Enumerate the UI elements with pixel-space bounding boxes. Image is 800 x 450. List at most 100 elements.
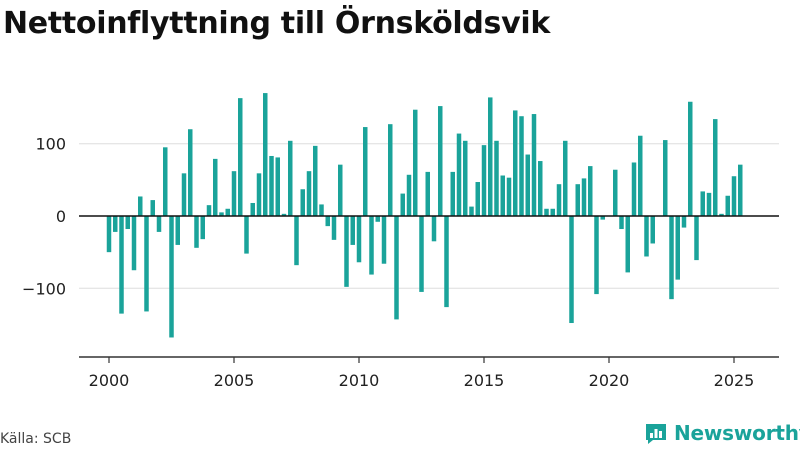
bar: [538, 161, 543, 216]
bar: [431, 216, 437, 242]
bar: [106, 216, 112, 253]
bar: [475, 182, 480, 216]
bar: [619, 216, 624, 230]
bar: [588, 166, 593, 216]
bar: [344, 216, 349, 287]
bar: [356, 216, 362, 263]
bar: [719, 213, 724, 216]
bar: [531, 114, 537, 216]
bar: [175, 216, 180, 245]
bar: [456, 133, 462, 216]
x-tick-label: 2010: [339, 371, 380, 390]
bar: [169, 216, 174, 338]
bar: [706, 192, 712, 216]
bar: [450, 171, 455, 216]
bar: [700, 191, 705, 216]
bar: [463, 140, 468, 216]
bar: [506, 177, 512, 216]
bar: [388, 124, 393, 216]
axes: −100 0 100 2000 2005 2010 2015 2020 2025: [22, 135, 779, 390]
bar: [275, 157, 280, 216]
bar: [231, 171, 237, 216]
bar: [650, 216, 655, 244]
bar: [681, 216, 687, 228]
bar: [500, 175, 505, 216]
bar: [363, 127, 368, 216]
bar: [238, 98, 243, 216]
chart-title: Nettoinflyttning till Örnsköldsvik: [3, 6, 550, 41]
bar: [694, 216, 699, 261]
bar: [406, 174, 412, 216]
bar: [163, 147, 168, 216]
bar: [375, 216, 380, 222]
bar: [469, 206, 474, 216]
bar: [669, 216, 674, 300]
bar: [544, 208, 549, 216]
bar: [488, 97, 493, 216]
bar: [613, 169, 618, 216]
bar: [525, 154, 530, 216]
bar: [138, 196, 143, 216]
brand-name: Newsworthy: [674, 421, 800, 445]
bar: [638, 135, 643, 216]
bar: [575, 184, 580, 216]
bar: [444, 216, 449, 308]
bar: [481, 145, 487, 216]
bar: [625, 216, 630, 273]
bar: [200, 216, 205, 240]
bar: [288, 140, 293, 216]
bar: [281, 213, 287, 216]
bar: [519, 116, 524, 216]
bar: [188, 129, 193, 216]
bars: [106, 93, 743, 338]
bar: [113, 216, 118, 232]
bar: [306, 171, 312, 216]
bar: [631, 162, 637, 216]
bar: [563, 140, 568, 216]
y-tick-label: −100: [22, 279, 66, 298]
bar: [594, 216, 599, 295]
bar: [250, 202, 255, 216]
bar: [219, 212, 224, 216]
y-tick-label: 100: [35, 135, 66, 154]
bar: [731, 176, 737, 216]
bar: [156, 216, 162, 232]
bar: [663, 140, 668, 216]
bar: [181, 173, 187, 216]
gridlines: [79, 143, 779, 289]
bar: [644, 216, 649, 257]
bar: [125, 216, 130, 230]
x-tick-label: 2025: [714, 371, 755, 390]
bar: [213, 158, 218, 216]
bar: [206, 205, 212, 216]
bar: [294, 216, 299, 266]
x-tick-label: 2005: [214, 371, 255, 390]
bar: [400, 193, 405, 216]
bar: [338, 164, 343, 216]
bar: [369, 216, 374, 275]
bar: [381, 216, 387, 264]
bar: [688, 101, 693, 216]
bar: [581, 178, 587, 216]
bar: [350, 216, 355, 245]
bar: [513, 110, 518, 216]
bar: [713, 119, 718, 216]
bar: [438, 106, 443, 216]
y-tick-label: 0: [56, 207, 66, 226]
bar: [244, 216, 249, 254]
bar: [194, 216, 199, 248]
bar: [725, 195, 730, 216]
bar: [300, 189, 305, 216]
bar: [738, 164, 743, 216]
bar: [319, 204, 324, 216]
brand: Newsworthy: [644, 420, 800, 446]
bar: [600, 216, 605, 220]
bar: [325, 216, 330, 227]
bar: [569, 216, 574, 324]
x-tick-label: 2000: [89, 371, 130, 390]
bar: [269, 155, 274, 216]
bar: [263, 93, 268, 216]
bar: [256, 173, 262, 216]
x-tick-label: 2020: [589, 371, 630, 390]
